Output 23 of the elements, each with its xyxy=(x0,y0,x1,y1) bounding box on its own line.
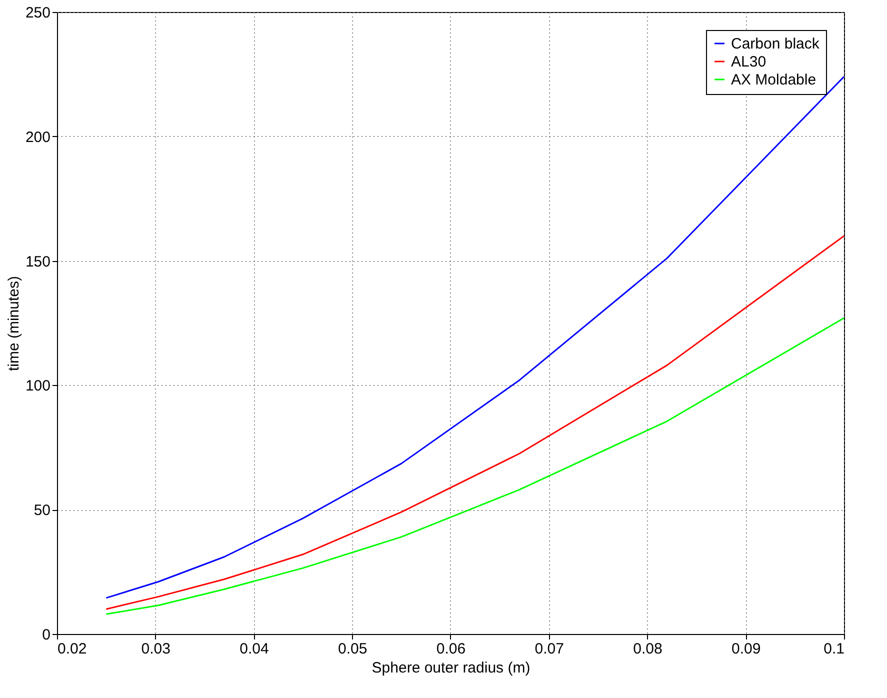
x-tick-label: 0.06 xyxy=(436,640,466,658)
legend-label: AX Moldable xyxy=(731,72,816,88)
y-tick-label: 200 xyxy=(25,128,50,146)
line-series xyxy=(105,317,844,615)
x-tick-label: 0.08 xyxy=(633,640,662,658)
x-tick-label: 0.03 xyxy=(141,640,170,658)
x-tick-label: 0.1 xyxy=(824,640,844,658)
legend-label: AL30 xyxy=(731,54,766,70)
y-axis-title: time (minutes) xyxy=(5,276,22,372)
x-tick-label: 0.07 xyxy=(534,640,564,658)
x-axis-title: Sphere outer radius (m) xyxy=(372,660,530,676)
legend-label: Carbon black xyxy=(731,36,820,52)
y-tick-label: 50 xyxy=(34,502,50,520)
y-tick-label: 150 xyxy=(25,253,50,270)
x-tick-label: 0.04 xyxy=(240,640,269,658)
y-tick-label: 100 xyxy=(25,378,50,395)
y-tick-label: 0 xyxy=(42,626,50,644)
y-tick-label: 250 xyxy=(25,4,50,22)
line-series xyxy=(105,76,844,599)
x-tick-label: 0.05 xyxy=(338,640,368,658)
x-tick-label: 0.09 xyxy=(732,640,761,658)
x-tick-label: 0.02 xyxy=(58,640,87,658)
line-series xyxy=(105,235,844,610)
